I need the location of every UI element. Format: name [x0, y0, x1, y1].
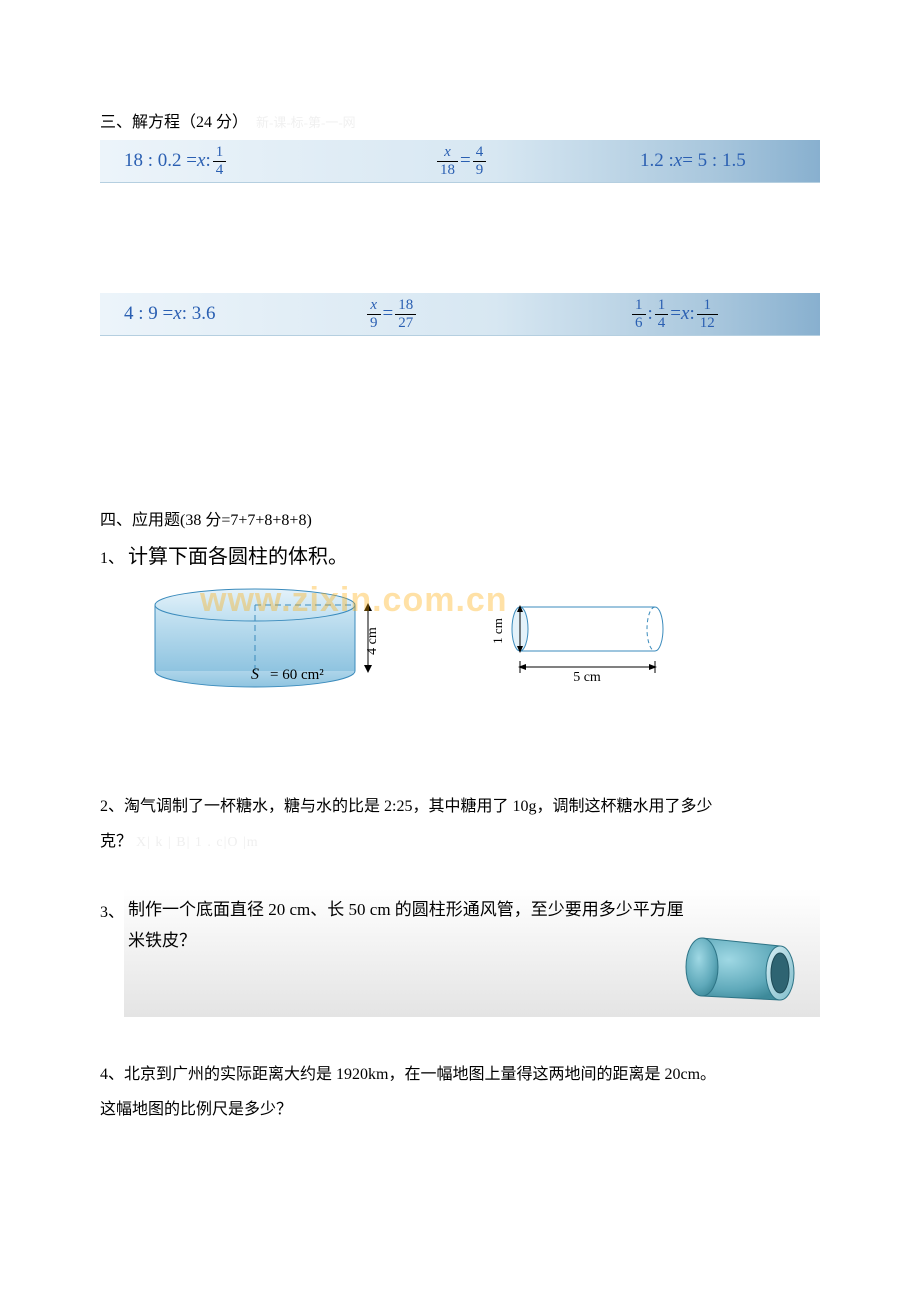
eq6-c1: : — [648, 303, 653, 325]
eq6-f2d: 4 — [655, 314, 669, 331]
q2-prefix: 2、 — [100, 798, 124, 815]
q3: 3、 制作一个底面直径 20 cm、长 50 cm 的圆柱形通风管，至少要用多少… — [100, 889, 820, 1017]
eq2-eq: = — [460, 150, 471, 172]
eq1-mid: : — [205, 150, 210, 172]
eq6-f3n: 1 — [700, 298, 714, 314]
q3-line1: 制作一个底面直径 20 cm、长 50 cm 的圆柱形通风管，至少要用多少平方厘 — [128, 895, 812, 926]
q2-text2: 克？ — [100, 833, 132, 850]
section-3-watermark: 新-课-标-第-一-网 — [256, 115, 356, 130]
equation-6: 1 6 : 1 4 = x : 1 12 — [630, 293, 720, 335]
eq3-var: x — [674, 150, 682, 172]
pipe-icon — [672, 926, 802, 1011]
eq6-mid: = — [670, 303, 681, 325]
eq1-frac-num: 1 — [213, 145, 227, 161]
equation-row-2: 4 : 9 = x : 3.6 x 9 = 18 27 1 6 : 1 4 — [100, 293, 820, 336]
q4-line1: 北京到广州的实际距离大约是 1920km，在一幅地图上量得这两地间的距离是 20… — [124, 1066, 716, 1083]
eq1-lhs: 18 : 0.2 = — [124, 150, 197, 172]
eq5-f1n: x — [367, 298, 380, 314]
q4-line2: 这幅地图的比例尺是多少？ — [100, 1101, 292, 1118]
eq5-frac1: x 9 — [367, 298, 381, 331]
q2-watermark: X| k | B| 1 . c|O |m — [136, 835, 259, 850]
eq4-rhs: : 3.6 — [182, 303, 216, 325]
eq6-f1n: 1 — [632, 298, 646, 314]
q2: 2、淘气调制了一杯糖水，糖与水的比是 2:25，其中糖用了 10g，调制这杯糖水… — [100, 789, 820, 859]
eq2-frac1: x 18 — [437, 145, 458, 178]
svg-text:1 cm: 1 cm — [490, 618, 505, 644]
svg-text:S: S — [251, 666, 259, 683]
eq6-f1: 1 6 — [632, 298, 646, 331]
q1: 1、 计算下面各圆柱的体积。 — [100, 538, 820, 569]
equation-row-1: 18 : 0.2 = x : 1 4 x 18 = 4 9 1.2 : x = … — [100, 140, 820, 183]
eq5-f1d: 9 — [367, 314, 381, 331]
cylinder-figure: www.zixin.com.cn — [140, 579, 780, 699]
eq6-f2n: 1 — [655, 298, 669, 314]
q4-prefix: 4、 — [100, 1066, 124, 1083]
section-3-title-text: 三、解方程（24 分） — [100, 114, 248, 131]
section-4-title: 四、应用题(38 分=7+7+8+8+8) — [100, 506, 820, 530]
eq1-var: x — [197, 150, 205, 172]
equation-2: x 18 = 4 9 — [435, 140, 488, 182]
eq1-frac: 1 4 — [213, 145, 227, 178]
eq5-f2n: 18 — [395, 298, 416, 314]
q3-line2: 米铁皮？ — [128, 926, 196, 957]
eq2-f1d: 18 — [437, 161, 458, 178]
eq6-f3d: 12 — [697, 314, 718, 331]
eq3-rhs: = 5 : 1.5 — [682, 150, 746, 172]
equation-3: 1.2 : x = 5 : 1.5 — [640, 140, 746, 182]
q4: 4、北京到广州的实际距离大约是 1920km，在一幅地图上量得这两地间的距离是 … — [100, 1057, 820, 1127]
eq5-eq: = — [383, 303, 394, 325]
equation-1: 18 : 0.2 = x : 1 4 — [124, 140, 228, 182]
equation-5: x 9 = 18 27 — [365, 293, 418, 335]
eq2-f2d: 9 — [473, 161, 487, 178]
svg-text:5 cm: 5 cm — [573, 670, 601, 685]
eq6-c2: : — [689, 303, 694, 325]
eq6-var: x — [681, 303, 689, 325]
equation-4: 4 : 9 = x : 3.6 — [124, 293, 215, 335]
eq6-f1d: 6 — [632, 314, 646, 331]
svg-text:4 cm: 4 cm — [365, 627, 380, 655]
q1-text: 计算下面各圆柱的体积。 — [128, 540, 348, 569]
eq3-lhs: 1.2 : — [640, 150, 674, 172]
eq2-f1n: x — [441, 145, 454, 161]
eq5-f2d: 27 — [395, 314, 416, 331]
eq1-frac-den: 4 — [213, 161, 227, 178]
q1-prefix: 1、 — [100, 544, 124, 568]
eq2-frac2: 4 9 — [473, 145, 487, 178]
eq5-frac2: 18 27 — [395, 298, 416, 331]
eq4-lhs: 4 : 9 = — [124, 303, 173, 325]
cylinder-svg: S = 60 cm² 4 cm — [140, 579, 780, 699]
eq4-var: x — [173, 303, 181, 325]
eq2-f2n: 4 — [473, 145, 487, 161]
eq6-f2: 1 4 — [655, 298, 669, 331]
eq6-f3: 1 12 — [697, 298, 718, 331]
q2-text: 淘气调制了一杯糖水，糖与水的比是 2:25，其中糖用了 10g，调制这杯糖水用了… — [124, 798, 712, 815]
q3-prefix: 3、 — [100, 895, 124, 930]
svg-text:= 60 cm²: = 60 cm² — [270, 667, 324, 683]
section-3-title: 三、解方程（24 分） 新-课-标-第-一-网 — [100, 108, 820, 132]
